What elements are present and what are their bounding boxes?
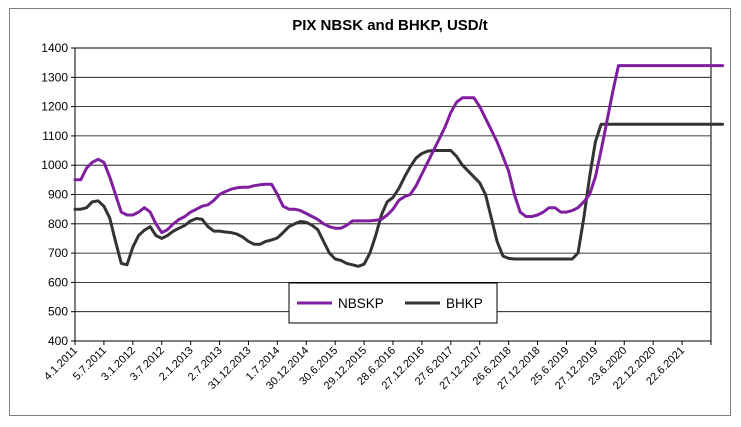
y-tick-label: 600 xyxy=(48,275,68,289)
y-tick-label: 500 xyxy=(48,305,68,319)
series-layer xyxy=(73,64,725,268)
legend-label-bhkp: BHKP xyxy=(446,296,483,311)
y-tick-label: 800 xyxy=(48,217,68,231)
y-tick-label: 900 xyxy=(48,188,68,202)
legend-label-nbskp: NBSKP xyxy=(338,296,384,311)
y-tick-label: 1100 xyxy=(42,129,68,143)
y-axis-ticks: 400 500 600 700 800 900 1000 1100 1200 1300 1400 xyxy=(41,41,75,348)
x-axis-ticks: 4.1.20115.7.20113.1.20123.7.20122.1.2013… xyxy=(42,341,712,392)
y-tick-label: 1000 xyxy=(41,158,68,172)
series-line-bhkp xyxy=(73,122,725,268)
y-tick-label: 1300 xyxy=(41,70,68,84)
y-tick-label: 1200 xyxy=(41,100,68,114)
chart-title: PIX NBSK and BHKP, USD/t xyxy=(292,17,488,34)
y-tick-label: 1400 xyxy=(41,41,68,55)
series-line-nbskp xyxy=(73,64,725,235)
y-tick-label: 400 xyxy=(48,334,68,348)
y-tick-label: 700 xyxy=(48,246,68,260)
legend: NBSKP BHKP xyxy=(288,282,498,324)
grid-layer xyxy=(75,76,711,313)
